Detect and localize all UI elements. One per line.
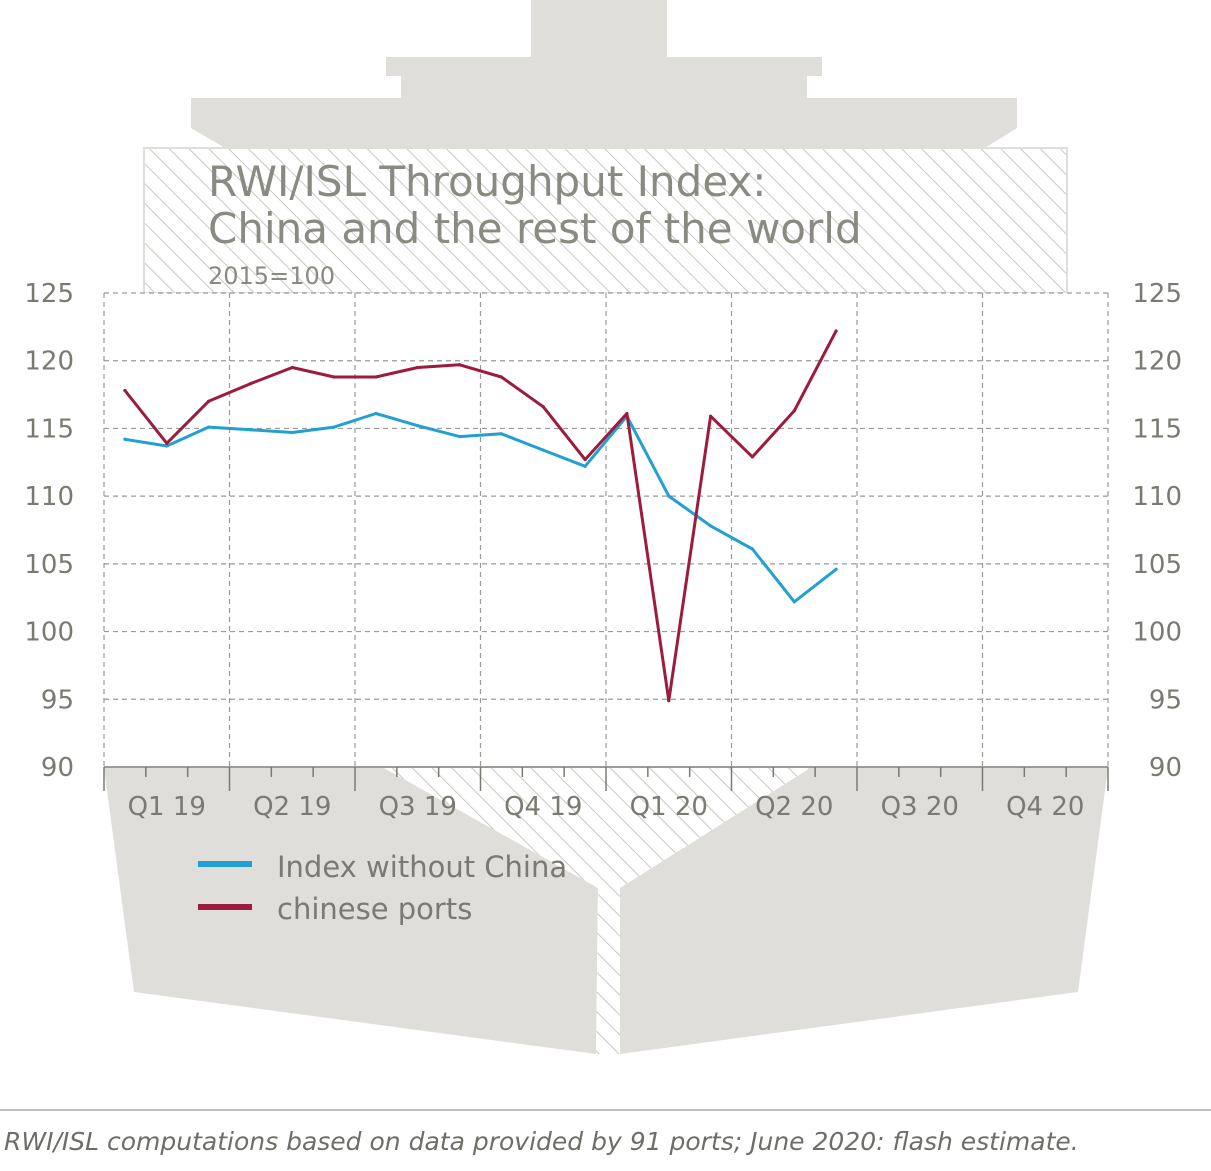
chart-title-line-1: RWI/ISL Throughput Index: [208, 157, 766, 206]
ship-hull-center-hatched [384, 768, 810, 1054]
chart-subtitle: 2015=100 [208, 262, 335, 290]
series-line-index-without-china [123, 412, 838, 604]
data-point-chinese-ports [206, 399, 211, 403]
data-point-index-without-china [834, 567, 838, 571]
data-point-index-without-china [206, 425, 211, 429]
data-point-index-without-china [583, 464, 587, 468]
ship-hull-left [104, 768, 598, 1054]
data-point-chinese-ports [457, 363, 462, 367]
ship-deck-upper [401, 74, 807, 100]
data-point-chinese-ports [290, 365, 294, 370]
y-tick-label-right: 105 [1132, 550, 1182, 580]
y-tick-label-right: 125 [1132, 279, 1182, 309]
data-point-index-without-china [708, 524, 713, 528]
data-point-chinese-ports [374, 375, 378, 379]
x-tick-label: Q1 20 [630, 792, 708, 822]
data-point-index-without-china [123, 437, 127, 441]
y-tick-label-left: 120 [24, 347, 74, 377]
data-point-chinese-ports [499, 375, 504, 379]
data-point-chinese-ports [583, 457, 587, 462]
legend: Index without China chinese ports [198, 850, 567, 926]
legend-label-index-without-china: Index without China [277, 850, 567, 884]
y-tick-label-left: 110 [24, 482, 74, 512]
data-point-index-without-china [457, 434, 462, 439]
data-point-index-without-china [374, 411, 378, 416]
data-point-index-without-china [248, 428, 253, 432]
ship-deck [191, 98, 1017, 148]
data-point-index-without-china [792, 600, 796, 604]
x-tick-label: Q1 19 [128, 792, 206, 822]
ship-bridge [386, 57, 822, 76]
y-tick-label-right: 115 [1132, 414, 1182, 444]
data-point-chinese-ports [708, 414, 713, 418]
data-point-chinese-ports [625, 411, 629, 416]
y-tick-label-right: 95 [1149, 685, 1182, 715]
series [123, 329, 838, 703]
x-tick-label: Q3 19 [379, 792, 457, 822]
data-point-index-without-china [499, 432, 504, 436]
y-tick-label-left: 95 [41, 685, 74, 715]
y-tick-label-left: 115 [24, 414, 74, 444]
legend-label-chinese-ports: chinese ports [277, 892, 472, 926]
data-point-chinese-ports [792, 409, 796, 413]
data-point-chinese-ports [541, 405, 545, 409]
y-tick-label-right: 90 [1149, 753, 1182, 783]
y-tick-label-left: 125 [24, 279, 74, 309]
y-tick-label-left: 100 [24, 618, 74, 648]
data-point-chinese-ports [332, 375, 336, 379]
data-point-chinese-ports [123, 388, 127, 393]
x-tick-label: Q3 20 [881, 792, 959, 822]
data-point-index-without-china [290, 430, 294, 435]
chart-title-line-2: China and the rest of the world [208, 204, 862, 253]
data-point-chinese-ports [165, 441, 169, 445]
x-tick-label: Q2 19 [253, 792, 331, 822]
y-tick-label-right: 110 [1132, 482, 1182, 512]
grid [103, 292, 1109, 767]
y-tick-label-left: 105 [24, 550, 74, 580]
x-tick-label: Q4 19 [504, 792, 582, 822]
data-point-chinese-ports [667, 699, 671, 703]
data-point-index-without-china [667, 494, 671, 498]
y-tick-label-right: 120 [1132, 347, 1182, 377]
ship-funnel [531, 0, 667, 60]
y-tick-label-left: 90 [41, 753, 74, 783]
chart-title: RWI/ISL Throughput Index: China and the … [208, 157, 862, 290]
data-point-index-without-china [541, 448, 545, 452]
data-point-index-without-china [165, 444, 169, 448]
axes: Q1 19 Q2 19 Q3 19 Q4 19 Q1 20 Q2 20 Q3 20 Q4 20… [24, 279, 1182, 822]
data-point-chinese-ports [834, 329, 838, 333]
data-point-chinese-ports [248, 382, 253, 386]
ship-hull-right [620, 768, 1108, 1054]
x-tick-label: Q4 20 [1006, 792, 1084, 822]
data-point-chinese-ports [416, 365, 420, 370]
source-note: RWI/ISL computations based on data provi… [4, 1127, 1079, 1156]
y-tick-label-right: 100 [1132, 618, 1182, 648]
data-point-index-without-china [750, 547, 755, 551]
data-point-index-without-china [416, 424, 420, 428]
data-point-chinese-ports [750, 455, 755, 459]
series-line-chinese-ports [123, 329, 838, 703]
data-point-index-without-china [332, 425, 336, 429]
ship-illustration [104, 0, 1108, 1054]
x-tick-label: Q2 20 [755, 792, 833, 822]
